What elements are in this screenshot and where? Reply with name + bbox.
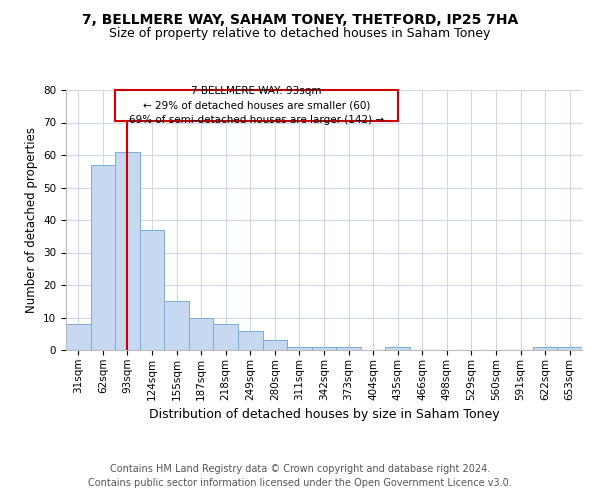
Bar: [238, 330, 263, 350]
Text: Contains HM Land Registry data © Crown copyright and database right 2024.
Contai: Contains HM Land Registry data © Crown c…: [88, 464, 512, 487]
Y-axis label: Number of detached properties: Number of detached properties: [25, 127, 38, 313]
Bar: [91, 165, 115, 350]
Text: 7 BELLMERE WAY: 93sqm
← 29% of detached houses are smaller (60)
69% of semi-deta: 7 BELLMERE WAY: 93sqm ← 29% of detached …: [129, 86, 384, 125]
Bar: [312, 347, 336, 350]
X-axis label: Distribution of detached houses by size in Saham Toney: Distribution of detached houses by size …: [149, 408, 499, 421]
Bar: [287, 347, 312, 350]
Bar: [263, 340, 287, 350]
Bar: [336, 347, 361, 350]
Bar: [557, 347, 582, 350]
Bar: [164, 301, 189, 350]
Text: 7, BELLMERE WAY, SAHAM TONEY, THETFORD, IP25 7HA: 7, BELLMERE WAY, SAHAM TONEY, THETFORD, …: [82, 12, 518, 26]
Bar: [533, 347, 557, 350]
Bar: [140, 230, 164, 350]
Bar: [115, 152, 140, 350]
Text: Size of property relative to detached houses in Saham Toney: Size of property relative to detached ho…: [109, 28, 491, 40]
Bar: [385, 347, 410, 350]
Bar: [214, 324, 238, 350]
Bar: [189, 318, 214, 350]
Bar: [66, 324, 91, 350]
FancyBboxPatch shape: [115, 90, 398, 121]
